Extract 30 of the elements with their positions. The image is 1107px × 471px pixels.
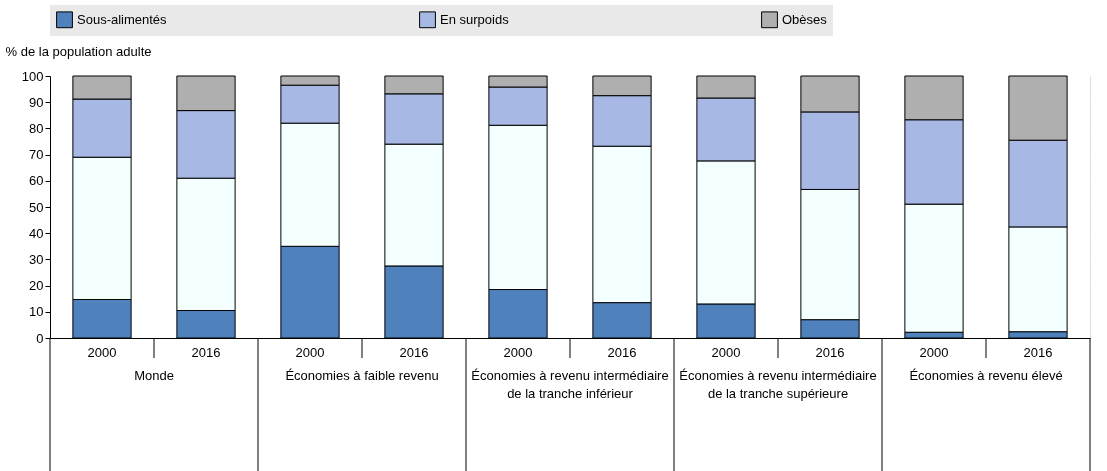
y-tick-label: 0 [36, 330, 44, 346]
y-tick-label: 30 [29, 251, 44, 267]
y-tick-label: 50 [29, 199, 44, 215]
y-tick-label: 10 [29, 304, 44, 320]
y-tick-label: 60 [29, 173, 44, 189]
y-tick-label: 20 [29, 278, 44, 294]
x-tick-label: 2016 [815, 344, 845, 360]
y-tick-label: 90 [29, 94, 44, 110]
text: Économies à revenu intermédiaire de la tranche inférieur [471, 368, 669, 401]
legend-label: En surpoids [440, 11, 510, 27]
x-tick-label: 2000 [503, 344, 533, 360]
y-tick-label: 80 [29, 120, 44, 136]
x-tick-label: 2016 [1023, 344, 1053, 360]
y-tick-label: 70 [29, 147, 44, 163]
x-tick-label: 2016 [191, 344, 221, 360]
x-tick-label: 2000 [87, 344, 117, 360]
x-tick-label: 2000 [711, 344, 741, 360]
x-tick-label: 2016 [399, 344, 429, 360]
legend-label: Obèses [782, 11, 828, 27]
legend-label: Sous-alimentés [77, 11, 168, 27]
x-tick-label: 2016 [607, 344, 637, 360]
x-tick-label: 2000 [919, 344, 949, 360]
x-tick-label: 2000 [295, 344, 325, 360]
y-axis-title: % de la population adulte [5, 43, 152, 59]
y-tick-label: 40 [29, 225, 44, 241]
text: Monde [134, 368, 174, 383]
text: Économies à revenu intermédiaire de la tranche supérieure [679, 368, 877, 401]
y-tick-label: 100 [21, 68, 44, 84]
text: Économies à faible revenu [285, 368, 439, 383]
text: Économies à revenu élevé [909, 368, 1063, 383]
